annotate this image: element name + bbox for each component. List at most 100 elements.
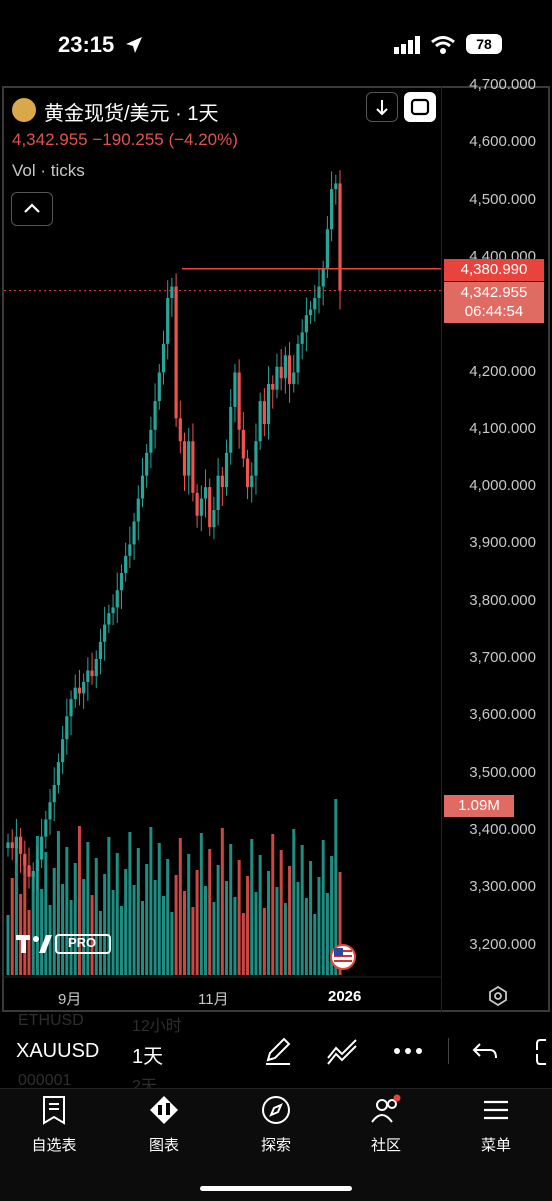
volume-bar (31, 873, 35, 975)
tab-menu[interactable]: 菜单 (456, 1094, 536, 1155)
tab-label: 探索 (260, 1137, 291, 1154)
candle-body (103, 624, 107, 642)
volume-bar (300, 845, 304, 975)
candle-body (128, 544, 132, 556)
volume-bar (292, 829, 296, 975)
volume-bar (69, 900, 73, 975)
tab-watchlist[interactable]: 自选表 (14, 1094, 94, 1155)
tab-chart[interactable]: 图表 (124, 1094, 204, 1155)
volume-bar (317, 877, 321, 975)
symbol-title[interactable]: 黄金现货/美元 · 1天 (44, 103, 219, 125)
draw-pen-icon[interactable] (262, 1036, 294, 1066)
volume-bar (136, 848, 140, 975)
fullscreen-button[interactable] (404, 92, 436, 122)
us-flag-icon[interactable] (330, 944, 356, 970)
chart-panel[interactable] (2, 86, 550, 1012)
candle-body (10, 842, 14, 849)
volume-bar (14, 841, 18, 975)
watchlist-icon (43, 1096, 65, 1125)
candle-body (65, 716, 69, 740)
price-axis-label: 3,300.000 (469, 878, 536, 896)
volume-bar (208, 849, 212, 975)
candle-body (338, 183, 342, 291)
candle-body (233, 372, 237, 407)
volume-bar (77, 826, 81, 975)
volume-bar (229, 844, 233, 975)
more-icon[interactable] (392, 1036, 424, 1066)
candle-body (208, 487, 212, 528)
volume-bar (338, 872, 342, 975)
candle-body (329, 189, 334, 230)
candle-body (132, 521, 136, 545)
clock: 23:15 (58, 32, 115, 57)
candle-body (325, 229, 329, 270)
volume-bar (325, 893, 329, 975)
last-price-value: 4,342.955 (460, 284, 528, 301)
candle-body (308, 309, 313, 316)
volume-bar (241, 913, 245, 975)
undo-icon[interactable] (470, 1036, 502, 1066)
candle-body (115, 590, 119, 608)
chart-settings-icon[interactable] (488, 986, 508, 1006)
volume-bar (304, 898, 308, 975)
candle-body (321, 269, 325, 287)
volume-bar (233, 897, 237, 975)
volume-bar (27, 910, 31, 975)
volume-bar (56, 831, 60, 975)
candle-body (40, 836, 44, 860)
volume-bar (262, 908, 266, 975)
volume-bar (330, 856, 334, 975)
layout-icon[interactable] (534, 1036, 552, 1066)
download-button[interactable] (366, 92, 398, 122)
candle-body (334, 183, 338, 190)
candle-body (149, 429, 153, 453)
price-axis-label: 3,500.000 (469, 763, 536, 781)
candle-body (56, 762, 61, 786)
candle-body (44, 819, 48, 837)
price-axis-label: 3,900.000 (469, 534, 536, 552)
candle-body (262, 401, 266, 425)
candle-body (136, 498, 140, 522)
candle-body (73, 687, 77, 700)
candle-body (300, 332, 304, 344)
candle-body (304, 315, 308, 333)
tab-explore[interactable]: 探索 (236, 1094, 316, 1155)
candle-body (195, 492, 199, 516)
candle-body (237, 372, 241, 430)
volume-bar (157, 843, 161, 975)
candle-body (199, 498, 203, 516)
candle-body (14, 836, 19, 849)
indicators-icon[interactable] (326, 1036, 358, 1066)
candlestick-chart[interactable] (0, 0, 552, 1012)
candle-body (111, 607, 115, 614)
volume-bar (61, 884, 65, 975)
candle-body (245, 458, 250, 488)
candle-body (69, 699, 73, 717)
last-price-tag: 4,342.955 06:44:54 (444, 282, 544, 323)
toolbar-divider (448, 1038, 449, 1064)
symbol-selector[interactable]: XAUUSD (16, 1040, 100, 1062)
price-axis-separator (441, 86, 442, 1012)
volume-bar (103, 874, 107, 975)
candle-body (107, 613, 111, 625)
chevron-up-icon (24, 203, 40, 213)
volume-bar (296, 882, 300, 975)
tab-label: 菜单 (480, 1137, 511, 1154)
candle-body (61, 739, 65, 763)
volume-tag: 1.09M (444, 795, 514, 817)
candle-body (82, 681, 86, 694)
volume-bar (212, 902, 216, 975)
volume-bar (65, 847, 69, 975)
interval-selector[interactable]: 1天 (132, 1046, 164, 1068)
volume-bar (86, 842, 90, 975)
volume-bar (140, 901, 144, 975)
tab-community[interactable]: 社区 (346, 1094, 426, 1155)
price-axis-label: 4,700.000 (469, 76, 536, 93)
volume-bar (258, 855, 262, 975)
candle-body (191, 441, 195, 493)
ghost-symbol: ETHUSD (18, 1012, 84, 1029)
candle-body (220, 475, 224, 488)
collapse-legend-button[interactable] (11, 192, 53, 226)
volume-indicator-label[interactable]: Vol · ticks (12, 161, 85, 180)
signal-icon (394, 36, 420, 54)
